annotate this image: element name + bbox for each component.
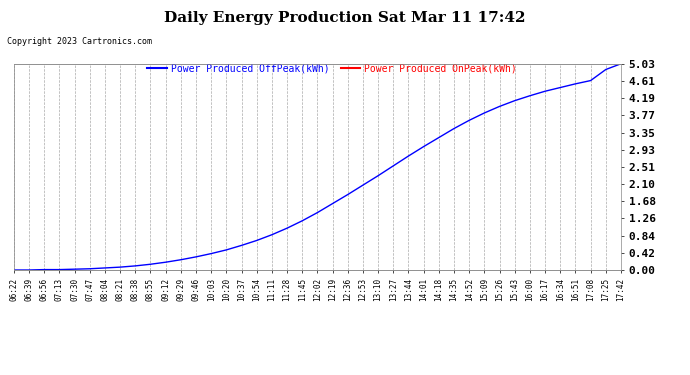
Text: Daily Energy Production Sat Mar 11 17:42: Daily Energy Production Sat Mar 11 17:42 <box>164 11 526 25</box>
Legend: Power Produced OffPeak(kWh), Power Produced OnPeak(kWh): Power Produced OffPeak(kWh), Power Produ… <box>148 64 517 74</box>
Text: Copyright 2023 Cartronics.com: Copyright 2023 Cartronics.com <box>7 38 152 46</box>
